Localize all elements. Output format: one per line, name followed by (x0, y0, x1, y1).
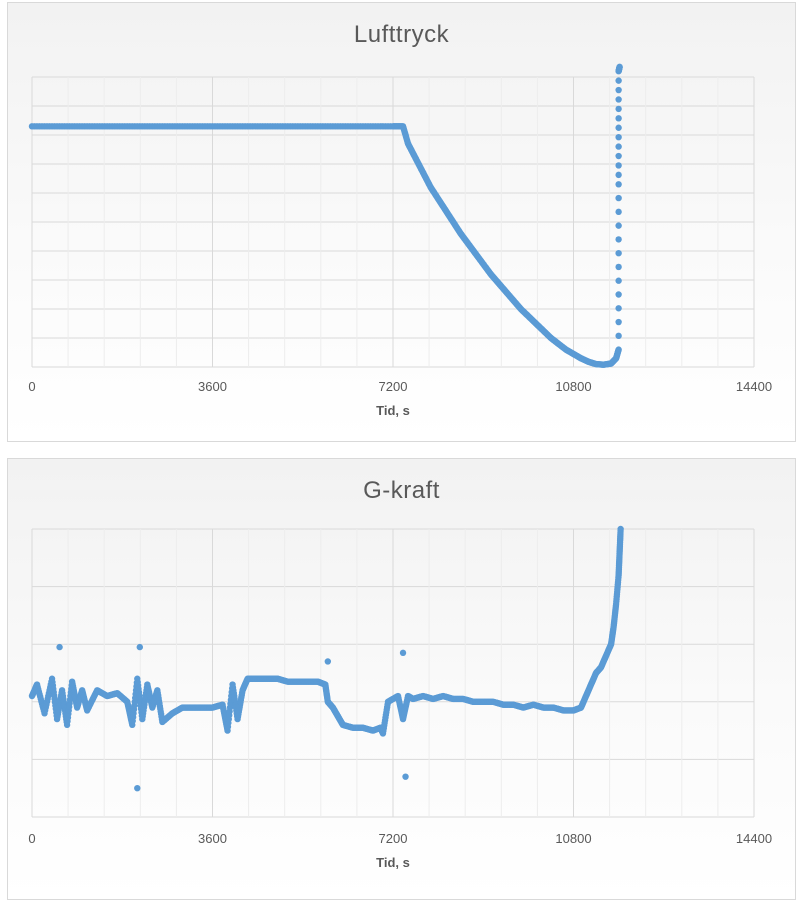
x-tick-label: 10800 (555, 831, 591, 846)
data-point (615, 263, 622, 271)
x-tick-label: 3600 (198, 379, 227, 394)
x-tick-label: 0 (28, 379, 35, 394)
data-point (615, 105, 622, 113)
x-axis-label: Tid, s (376, 855, 410, 870)
x-tick-label: 7200 (379, 379, 408, 394)
x-tick-label: 7200 (379, 831, 408, 846)
data-point (615, 86, 622, 94)
x-axis-label: Tid, s (376, 403, 410, 418)
data-point (615, 305, 622, 312)
x-tick-label: 3600 (198, 831, 227, 846)
data-point (615, 277, 622, 284)
data-point (615, 133, 622, 141)
data-point (399, 649, 407, 657)
data-point (616, 63, 623, 71)
data-point (617, 525, 624, 533)
chart-title: G-kraft (363, 477, 440, 504)
data-point (615, 96, 622, 103)
data-point (615, 152, 622, 160)
data-point (324, 658, 332, 665)
data-point (615, 124, 622, 131)
x-tick-label: 14400 (736, 831, 772, 846)
data-point (56, 643, 63, 651)
data-point (615, 332, 622, 340)
data-point (615, 346, 622, 353)
data-point (615, 143, 622, 150)
chart-panel-g-kraft: G-kraft 0 3600 7200 10800 14400 Tid, s (7, 458, 796, 900)
data-point (615, 208, 622, 216)
chart-panel-lufttryck: Lufttryck 0 3600 7200 10800 14400 Tid, s (7, 2, 796, 442)
data-point (402, 773, 409, 780)
data-point (615, 318, 622, 326)
data-point (615, 236, 622, 243)
chart-svg-lufttryck: 0 3600 7200 10800 14400 Tid, s (28, 63, 772, 418)
data-point (615, 181, 622, 188)
x-tick-label: 0 (28, 831, 35, 846)
data-point (615, 115, 622, 122)
chart-svg-g-kraft: 0 3600 7200 10800 14400 Tid, s (28, 525, 772, 870)
data-point (615, 222, 622, 229)
data-point (615, 162, 622, 169)
data-point (615, 194, 622, 202)
x-tick-label: 14400 (736, 379, 772, 394)
data-point (615, 171, 622, 179)
chart-title: Lufttryck (353, 21, 450, 48)
data-point (136, 643, 143, 651)
data-point (615, 249, 622, 257)
data-point (134, 785, 141, 792)
data-point (615, 77, 622, 84)
data-point (615, 291, 622, 298)
x-tick-label: 10800 (555, 379, 591, 394)
